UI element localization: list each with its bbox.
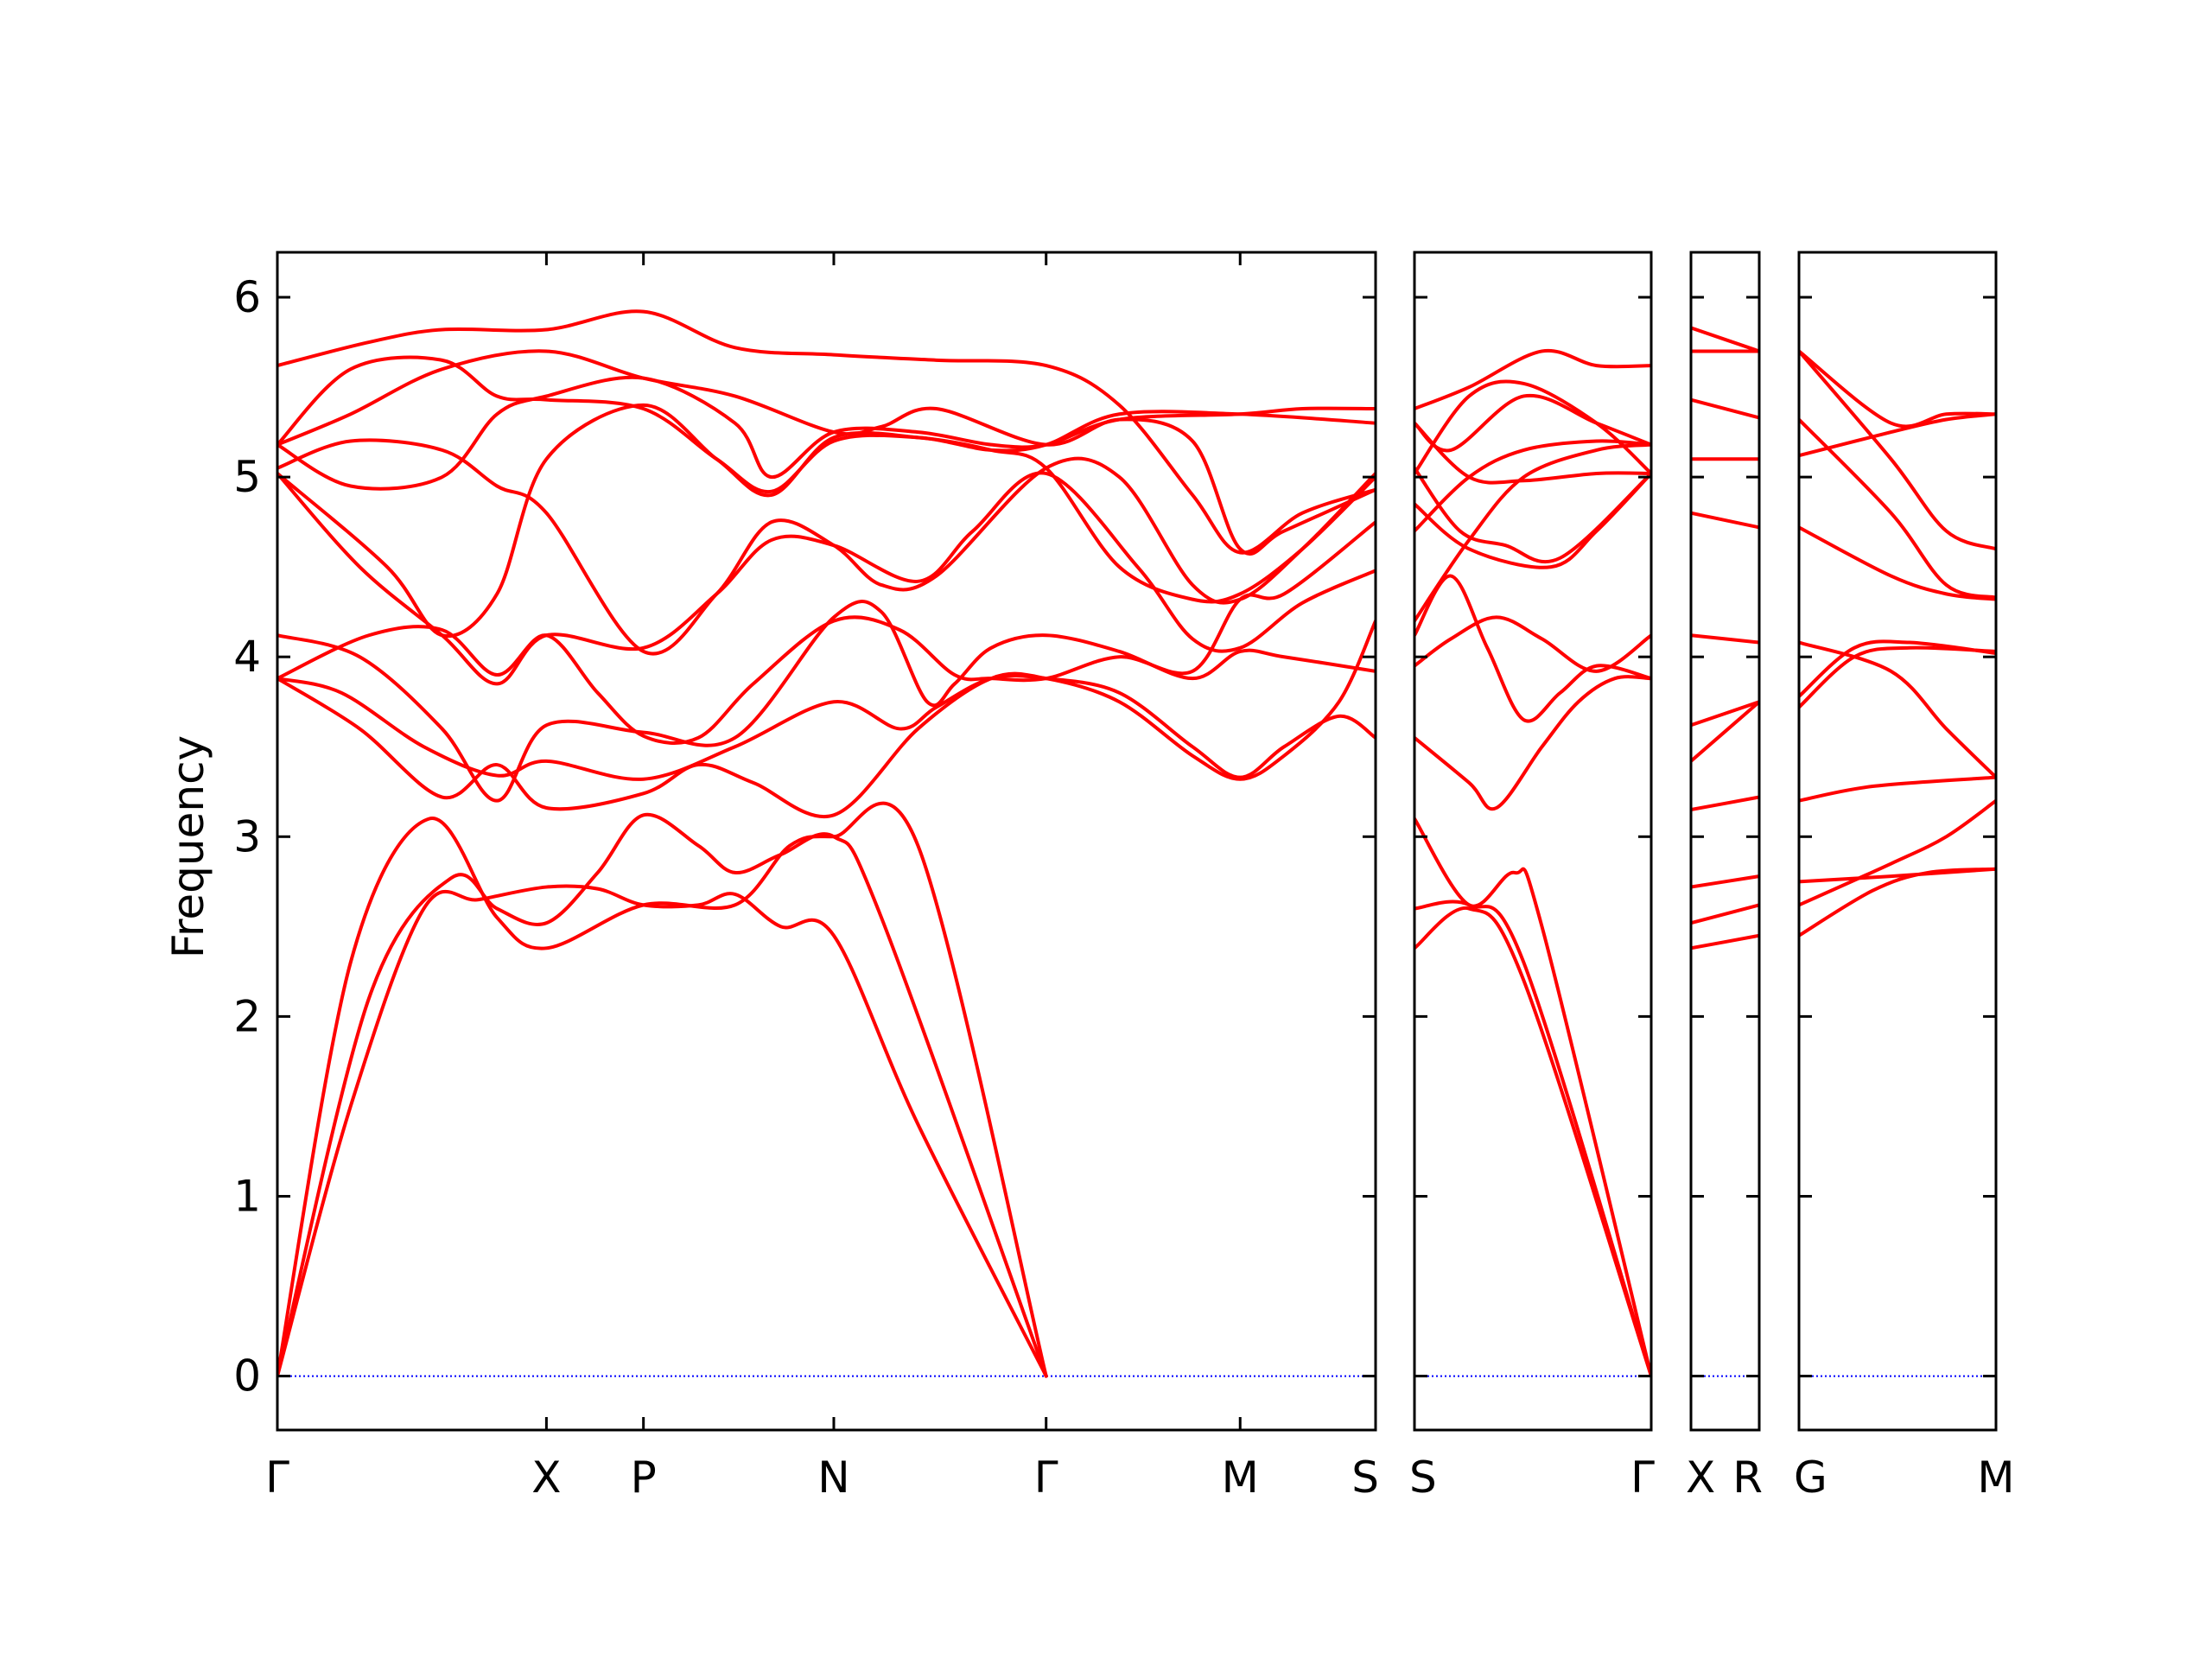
x-label-Γ: Γ (1630, 1452, 1655, 1503)
phonon-band-9 (1414, 442, 1651, 623)
panel-frame (1797, 251, 1998, 1432)
phonon-band-3 (1799, 867, 1996, 884)
y-tick-label: 1 (233, 1171, 261, 1221)
x-label-X: X (1686, 1452, 1715, 1503)
phonon-band-3 (1414, 817, 1651, 1378)
x-label-R: R (1732, 1452, 1763, 1503)
phonon-band-11 (1414, 421, 1651, 485)
panel-frame (276, 251, 1377, 1432)
phonon-band-12 (1414, 393, 1651, 453)
phonon-band-5 (1414, 574, 1651, 723)
x-label-N: N (817, 1452, 849, 1503)
phonon-band-6 (277, 600, 1376, 803)
x-label-P: P (631, 1452, 657, 1503)
phonon-band-4 (1691, 795, 1759, 812)
phonon-band-6 (1414, 615, 1651, 673)
phonon-band-14 (1414, 348, 1651, 411)
phonon-band-6 (1799, 639, 1996, 698)
phonon-band-10 (1414, 439, 1651, 533)
y-tick-label: 4 (233, 632, 261, 682)
phonon-band-11 (1799, 349, 1996, 429)
x-label-G: G (1794, 1452, 1827, 1503)
phonon-band-1 (277, 884, 1048, 1378)
panel-frame (1413, 251, 1653, 1432)
phonon-band-2 (1414, 899, 1651, 1378)
phonon-band-8 (1799, 525, 1996, 601)
x-label-Γ: Γ (265, 1452, 289, 1503)
phonon-band-10 (1799, 417, 1996, 600)
x-label-X: X (531, 1452, 561, 1503)
y-axis-label: Frequency (163, 735, 213, 958)
phonon-band-7 (1691, 633, 1759, 645)
phonon-band-1 (1691, 933, 1759, 950)
phonon-band-8 (1691, 511, 1759, 530)
phonon-band-13 (277, 349, 1376, 556)
phonon-band-7 (277, 520, 1376, 745)
y-tick-label: 3 (233, 811, 261, 861)
phonon-band-14 (277, 309, 1376, 555)
phonon-band-2 (1799, 798, 1996, 907)
y-tick-label: 6 (233, 272, 261, 322)
phonon-band-10 (277, 438, 1376, 656)
phonon-band-3 (1691, 874, 1759, 889)
x-label-M: M (1222, 1452, 1259, 1503)
phonon-band-11 (277, 375, 1376, 491)
y-tick-label: 5 (233, 452, 261, 502)
x-label-M: M (1977, 1452, 2014, 1503)
phonon-band-12 (1799, 349, 1996, 551)
phonon-band-3 (277, 801, 1048, 1378)
phonon-band-1 (1414, 906, 1651, 1378)
band-group (1799, 349, 1996, 938)
phonon-band-10 (1691, 397, 1759, 420)
phonon-band-7 (1799, 640, 1996, 779)
x-label-Γ: Γ (1034, 1452, 1058, 1503)
y-tick-label: 2 (233, 991, 261, 1041)
phonon-band-8 (1414, 466, 1651, 564)
panel-frame (1689, 251, 1761, 1432)
phonon-band-5 (1691, 700, 1759, 763)
phonon-band-2 (1691, 903, 1759, 925)
band-group (1691, 326, 1759, 950)
phonon-band-4 (1414, 675, 1651, 811)
band-group (1414, 348, 1651, 1378)
phonon-band-6 (1691, 700, 1759, 728)
phonon-band-5 (277, 673, 1376, 781)
x-label-S: S (1409, 1452, 1437, 1503)
phonon-band-12 (277, 355, 1376, 493)
y-tick-label: 0 (233, 1351, 261, 1402)
phonon-band-2 (277, 812, 1048, 1378)
y-tick-labels: 0 1 2 3 4 5 6 (233, 272, 261, 1402)
phonon-band-13 (1414, 379, 1651, 475)
band-group (277, 309, 1376, 1378)
phonon-band-4 (1799, 775, 1996, 803)
phonon-band-12 (1691, 326, 1759, 353)
phonon-band-4 (277, 619, 1376, 819)
x-label-S: S (1351, 1452, 1379, 1503)
